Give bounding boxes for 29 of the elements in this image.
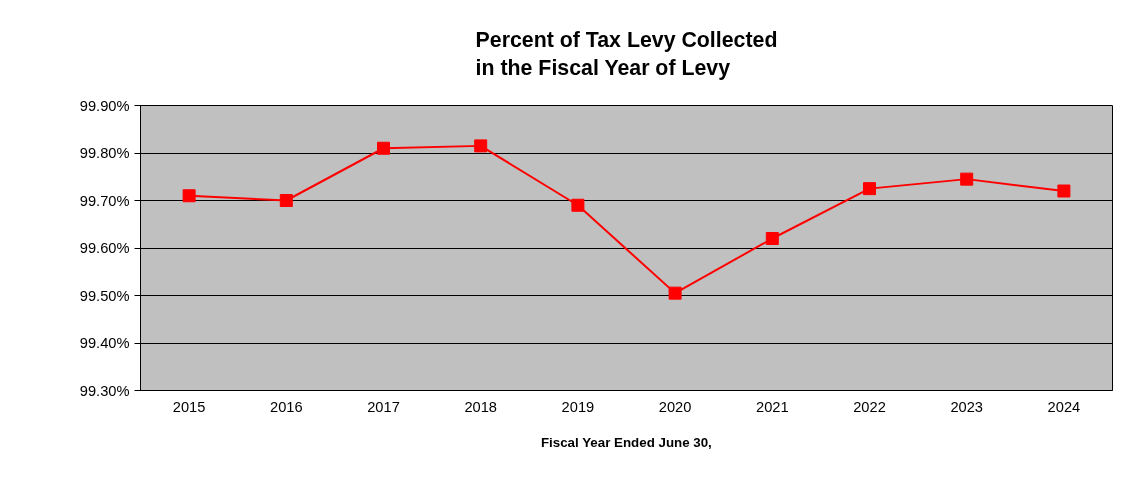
point [765,232,779,245]
point [668,286,682,300]
chart-title: Percent of Tax Levy Collected in the Fiscal Year of Levy [475,27,778,81]
y-tick-label: 99.40% [79,335,130,351]
point [1057,184,1071,198]
x-tick-label: 2023 [950,398,984,415]
y-tick-label: 99.60% [79,240,130,256]
x-tick-label: 2020 [658,398,692,415]
point [474,139,488,153]
y-tick-label: 99.80% [79,145,130,161]
x-axis-title: Fiscal Year Ended June 30, [540,434,712,450]
x-tick-label: 2021 [756,398,789,415]
point [279,194,293,207]
x-tick-label: 2019 [561,398,595,415]
point [571,198,585,212]
x-tick-label: 2022 [853,398,886,415]
y-tick-label: 99.50% [79,287,130,304]
x-tick-label: 2015 [172,398,206,415]
x-tick-label: 2016 [270,398,303,415]
point [377,141,390,155]
point [863,182,876,196]
point [960,172,974,186]
x-tick-label: 2018 [464,398,498,415]
y-tick-label: 99.30% [79,382,130,399]
point [182,189,196,203]
x-tick-label: 2024 [1047,398,1081,415]
y-tick-label: 99.90% [79,97,130,114]
y-tick-label: 99.70% [79,192,130,209]
x-tick-label: 2017 [367,398,400,415]
